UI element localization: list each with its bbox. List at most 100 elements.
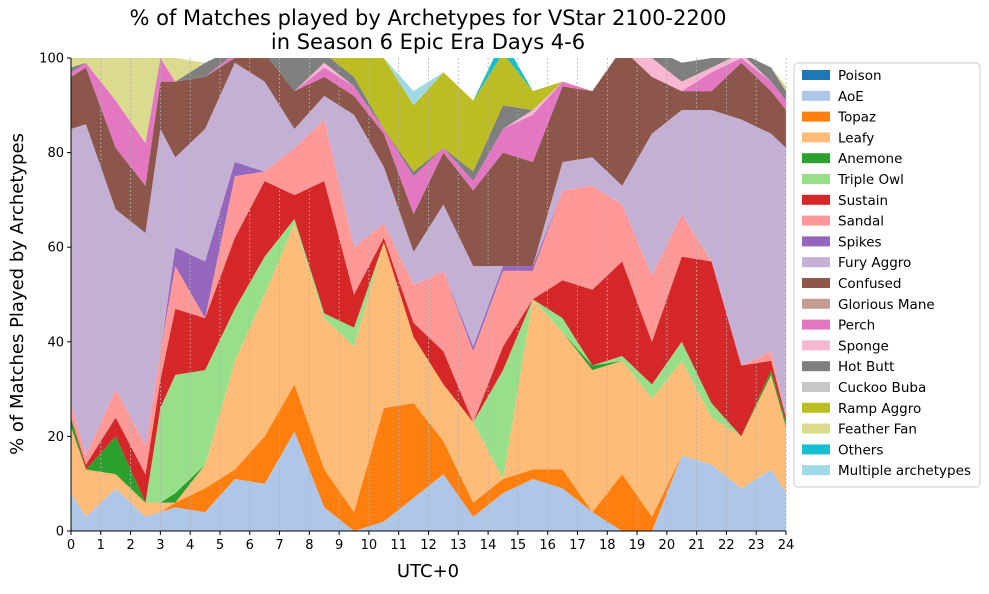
x-axis-label: UTC+0 [397, 561, 459, 582]
legend-swatch [802, 174, 830, 184]
legend-label: Cuckoo Buba [838, 380, 926, 396]
y-tick-label: 60 [47, 241, 64, 256]
legend-label: Spikes [838, 234, 882, 250]
y-tick-label: 40 [47, 335, 64, 350]
legend-swatch [802, 444, 830, 455]
area-multiple-archetypes [71, 58, 786, 106]
legend-label: Confused [838, 276, 901, 292]
y-tick-label: 20 [47, 430, 64, 445]
x-tick-label: 20 [659, 538, 676, 553]
legend-label: Multiple archetypes [838, 463, 971, 479]
x-tick-label: 23 [748, 538, 765, 553]
legend-item-sandal: Sandal [802, 214, 884, 230]
x-tick-label: 14 [480, 538, 497, 553]
legend-label: Others [838, 442, 883, 458]
x-tick-label: 7 [275, 538, 283, 553]
y-tick-label: 100 [39, 52, 64, 67]
legend-item-fury-aggro: Fury Aggro [802, 255, 911, 271]
legend-label: Glorious Mane [838, 297, 935, 313]
y-tick-label: 0 [56, 525, 64, 540]
x-tick-label: 10 [361, 538, 378, 553]
legend: Poison AoE Topaz Leafy Anemone Triple Owl Sust… [793, 62, 981, 488]
legend-item-topaz: Topaz [802, 110, 876, 126]
legend-swatch [802, 465, 830, 476]
legend-swatch [802, 153, 830, 164]
x-tick-label: 4 [186, 538, 194, 553]
y-tick-label: 80 [47, 146, 64, 161]
legend-item-feather-fan: Feather Fan [802, 422, 917, 438]
x-tick-label: 8 [305, 538, 313, 553]
legend-item-triple-owl: Triple Owl [802, 172, 904, 188]
legend-swatch [802, 278, 830, 288]
legend-label: Ramp Aggro [838, 401, 921, 417]
area-sustain [71, 180, 786, 503]
area-triple-owl [71, 218, 786, 503]
x-tick-label: 9 [335, 538, 343, 553]
legend-item-others: Others [802, 442, 883, 458]
legend-label: Anemone [838, 151, 902, 167]
legend-item-ramp-aggro: Ramp Aggro [802, 401, 921, 417]
chart-title-line-2: in Season 6 Epic Era Days 4-6 [271, 30, 585, 54]
x-tick-label: 5 [216, 538, 224, 553]
legend-swatch [802, 111, 830, 122]
y-axis-label: % of Matches Played by Archetypes [7, 133, 28, 455]
legend-swatch [802, 361, 830, 372]
legend-swatch [802, 236, 830, 247]
legend-swatch [802, 194, 830, 205]
x-tick-label: 15 [510, 538, 527, 553]
x-tick-label: 16 [539, 538, 556, 553]
legend-label: AoE [838, 89, 864, 105]
x-tick-label: 17 [569, 538, 586, 553]
legend-label: Leafy [838, 130, 874, 146]
legend-swatch [802, 70, 830, 80]
legend-swatch [802, 340, 830, 351]
legend-swatch [802, 132, 830, 143]
legend-frame [793, 62, 981, 488]
chart-title-line-1: % of Matches played by Archetypes for VS… [130, 6, 727, 30]
area-feather-fan [71, 58, 786, 144]
axes: 0 1 2 3 4 5 6 7 8 9 10 11 12 13 14 15 16 17 18 19 20 21 22 23 24… [39, 52, 794, 554]
legend-label: Poison [838, 68, 882, 84]
legend-swatch [802, 423, 830, 434]
legend-label: Perch [838, 318, 875, 334]
vertical-gridlines [70, 58, 787, 531]
x-tick-label: 18 [599, 538, 616, 553]
legend-swatch [802, 298, 830, 309]
x-tick-label: 13 [450, 538, 467, 553]
legend-swatch [802, 215, 830, 226]
legend-item-sponge: Sponge [802, 338, 889, 354]
area-sandal [71, 119, 786, 475]
legend-item-confused: Confused [802, 276, 901, 292]
legend-swatch [802, 257, 830, 268]
legend-label: Sponge [838, 338, 889, 354]
legend-label: Fury Aggro [838, 255, 911, 271]
legend-item-perch: Perch [802, 318, 875, 334]
x-tick-label: 21 [688, 538, 705, 553]
legend-label: Sustain [838, 193, 888, 209]
x-tick-label: 2 [126, 538, 134, 553]
x-tick-label: 6 [246, 538, 254, 553]
legend-swatch [802, 90, 830, 101]
legend-item-anemone: Anemone [802, 151, 902, 167]
legend-swatch [802, 382, 830, 392]
legend-item-aoe: AoE [802, 89, 864, 105]
x-tick-label: 3 [156, 538, 164, 553]
x-tick-label: 24 [778, 538, 795, 553]
legend-item-glorious-mane: Glorious Mane [802, 297, 935, 313]
x-tick-label: 22 [718, 538, 735, 553]
legend-label: Triple Owl [837, 172, 904, 188]
legend-item-spikes: Spikes [802, 234, 882, 250]
legend-label: Topaz [837, 110, 876, 126]
x-tick-label: 11 [390, 538, 407, 553]
legend-item-cuckoo-buba: Cuckoo Buba [802, 380, 926, 396]
legend-item-sustain: Sustain [802, 193, 888, 209]
x-tick-label: 19 [629, 538, 646, 553]
legend-label: Hot Butt [838, 359, 894, 375]
legend-swatch [802, 402, 830, 413]
legend-swatch [802, 319, 830, 330]
legend-label: Feather Fan [838, 422, 917, 438]
legend-item-multiple-archetypes: Multiple archetypes [802, 463, 971, 479]
x-tick-label: 0 [67, 538, 75, 553]
